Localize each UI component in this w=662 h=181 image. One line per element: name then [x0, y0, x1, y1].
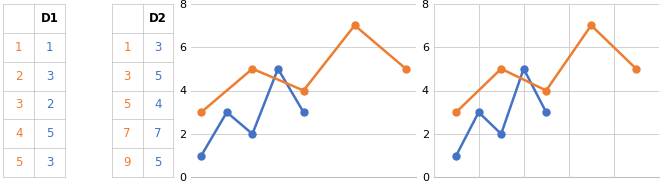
- Text: 5: 5: [123, 98, 130, 111]
- Text: 4: 4: [154, 98, 162, 111]
- Text: 7: 7: [123, 127, 131, 140]
- Text: 3: 3: [123, 70, 130, 83]
- Text: 3: 3: [154, 41, 162, 54]
- Text: 5: 5: [154, 156, 162, 169]
- Title: XY Scatter Chart: XY Scatter Chart: [483, 0, 610, 3]
- Text: 3: 3: [46, 156, 54, 169]
- Text: D2: D2: [149, 12, 167, 25]
- Text: 2: 2: [15, 70, 23, 83]
- Text: 1: 1: [15, 41, 23, 54]
- Text: 1: 1: [123, 41, 131, 54]
- Text: D1: D1: [41, 12, 59, 25]
- Text: 5: 5: [154, 70, 162, 83]
- Title: Line Chart: Line Chart: [264, 0, 343, 3]
- Text: 3: 3: [15, 98, 23, 111]
- Text: 1: 1: [46, 41, 54, 54]
- Text: 5: 5: [15, 156, 23, 169]
- Text: 9: 9: [123, 156, 131, 169]
- Text: 5: 5: [46, 127, 54, 140]
- Text: 7: 7: [154, 127, 162, 140]
- Text: 2: 2: [46, 98, 54, 111]
- Text: 3: 3: [46, 70, 54, 83]
- Text: 4: 4: [15, 127, 23, 140]
